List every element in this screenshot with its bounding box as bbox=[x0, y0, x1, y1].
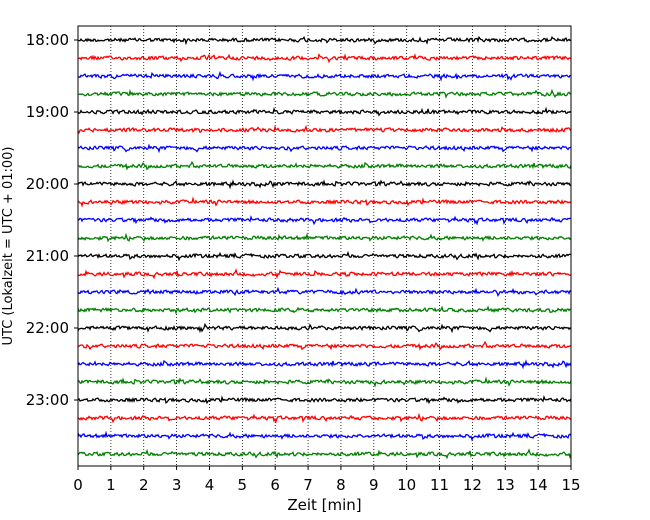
y-tick-label: 23:00 bbox=[26, 391, 69, 409]
trace-row bbox=[77, 35, 572, 46]
seismic-traces bbox=[77, 35, 572, 460]
trace-row bbox=[77, 143, 572, 154]
trace-row bbox=[77, 340, 572, 351]
x-tick-label: 1 bbox=[106, 476, 116, 494]
y-axis-ticks: 18:00 19:00 20:00 21:00 22:00 23:00 bbox=[26, 31, 78, 409]
trace-row bbox=[77, 359, 572, 370]
x-tick-label: 0 bbox=[73, 476, 83, 494]
trace-row bbox=[77, 305, 572, 315]
trace-row bbox=[77, 286, 572, 297]
x-tick-label: 8 bbox=[336, 476, 346, 494]
x-tick-label: 11 bbox=[430, 476, 449, 494]
x-axis-label: Zeit [min] bbox=[287, 496, 361, 514]
y-tick-label: 18:00 bbox=[26, 31, 69, 49]
x-tick-label: 2 bbox=[139, 476, 149, 494]
y-tick-label: 20:00 bbox=[26, 175, 69, 193]
x-tick-label: 12 bbox=[463, 476, 482, 494]
x-tick-label: 13 bbox=[496, 476, 515, 494]
trace-row bbox=[77, 448, 572, 460]
trace-row bbox=[77, 124, 572, 135]
trace-row bbox=[77, 232, 572, 243]
x-axis-ticks: 0 1 2 3 4 5 6 7 8 9 10 11 12 13 14 15 bbox=[73, 466, 581, 494]
trace-row bbox=[77, 268, 572, 280]
trace-row bbox=[77, 53, 572, 64]
trace-row bbox=[77, 250, 572, 262]
y-tick-label: 19:00 bbox=[26, 103, 69, 121]
x-tick-label: 9 bbox=[369, 476, 379, 494]
x-tick-label: 5 bbox=[238, 476, 248, 494]
grid-lines bbox=[110, 26, 539, 466]
trace-row bbox=[77, 106, 572, 117]
trace-row bbox=[77, 70, 572, 82]
x-tick-label: 3 bbox=[172, 476, 182, 494]
x-tick-label: 7 bbox=[303, 476, 313, 494]
trace-row bbox=[77, 88, 572, 99]
trace-row bbox=[77, 196, 572, 208]
trace-row bbox=[77, 412, 572, 424]
x-tick-label: 10 bbox=[397, 476, 416, 494]
y-tick-label: 22:00 bbox=[26, 319, 69, 337]
trace-row bbox=[77, 322, 572, 334]
x-tick-label: 6 bbox=[270, 476, 280, 494]
trace-row bbox=[77, 395, 572, 405]
trace-row bbox=[77, 430, 572, 442]
trace-row bbox=[77, 179, 572, 190]
x-tick-label: 4 bbox=[205, 476, 215, 494]
trace-row bbox=[77, 160, 572, 171]
x-tick-label: 14 bbox=[529, 476, 548, 494]
y-tick-label: 21:00 bbox=[26, 247, 69, 265]
trace-row bbox=[77, 376, 572, 388]
trace-row bbox=[77, 215, 572, 226]
y-axis-label: UTC (Lokalzeit = UTC + 01:00) bbox=[1, 147, 16, 346]
x-tick-label: 15 bbox=[561, 476, 580, 494]
plot-frame bbox=[77, 25, 572, 467]
